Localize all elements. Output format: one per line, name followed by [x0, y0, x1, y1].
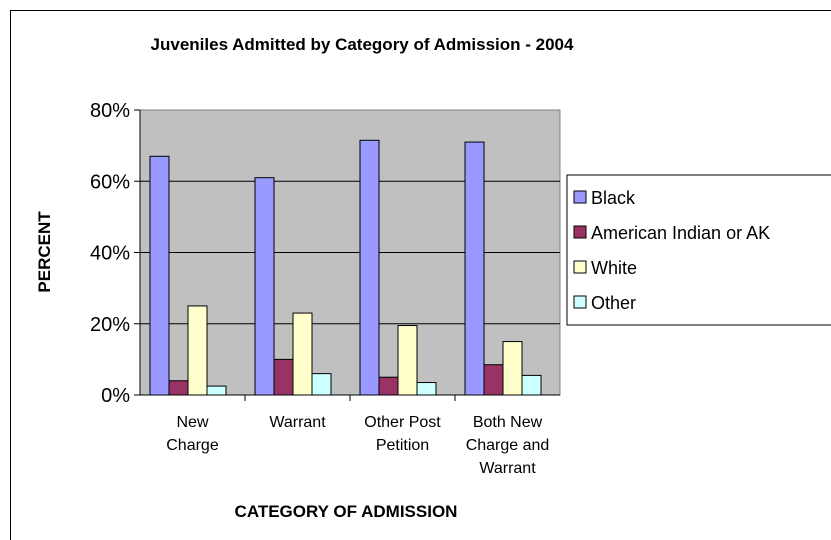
y-tick-label: 60%: [90, 171, 130, 193]
x-axis-title: CATEGORY OF ADMISSION: [235, 502, 458, 521]
x-tick-label: Other Post: [364, 414, 441, 431]
bar: [169, 381, 188, 395]
x-tick-label: Warrant: [479, 460, 536, 477]
bar: [293, 313, 312, 395]
bar: [188, 306, 207, 395]
legend: Black American Indian or AK White Other: [567, 175, 831, 325]
bar: [398, 326, 417, 395]
y-tick-label: 20%: [90, 314, 130, 336]
legend-label: Black: [591, 188, 636, 208]
chart-title: Juveniles Admitted by Category of Admiss…: [151, 35, 574, 54]
x-tick-label: Charge: [166, 437, 219, 454]
legend-label: American Indian or AK: [591, 223, 770, 243]
x-tick-label: Warrant: [269, 414, 326, 431]
legend-swatch: [574, 296, 586, 308]
bar: [417, 383, 436, 395]
bar: [522, 375, 541, 395]
x-tick-label: New: [176, 414, 208, 431]
x-tick-label: Both New: [473, 414, 543, 431]
plot-area: 0% 20% 40% 60% 80% New Charge Warrant Other Post…: [90, 100, 560, 477]
legend-swatch: [574, 191, 586, 203]
bar: [255, 178, 274, 395]
y-axis-title: PERCENT: [35, 211, 54, 293]
x-tick-label: Petition: [376, 437, 429, 454]
y-tick-label: 80%: [90, 100, 130, 122]
bar: [360, 140, 379, 395]
legend-label: White: [591, 258, 637, 278]
bar: [379, 377, 398, 395]
y-tick-label: 40%: [90, 243, 130, 265]
legend-label: Other: [591, 293, 636, 313]
legend-swatch: [574, 226, 586, 238]
bar: [207, 386, 226, 395]
x-tick-label: Charge and: [466, 437, 550, 454]
legend-swatch: [574, 261, 586, 273]
bar: [274, 359, 293, 395]
bar: [150, 156, 169, 395]
bar: [465, 142, 484, 395]
bar: [503, 342, 522, 395]
bar: [484, 365, 503, 395]
bar: [312, 374, 331, 395]
y-tick-label: 0%: [101, 385, 130, 407]
